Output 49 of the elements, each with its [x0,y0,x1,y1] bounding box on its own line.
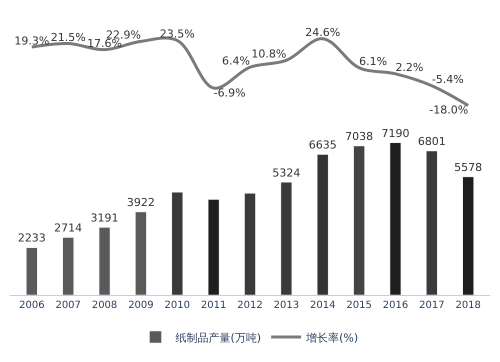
data-label: 6635 [308,138,337,152]
legend-label: 纸制品产量(万吨) [176,331,262,344]
bar [208,199,220,295]
bar [135,212,147,295]
x-tick-label: 2007 [55,300,81,311]
data-label: 2.2% [395,61,424,74]
bar [462,176,474,295]
x-tick-label: 2011 [200,300,226,311]
data-label: 23.5% [160,28,195,41]
x-tick-label: 2015 [346,300,372,311]
data-label: -18.0% [429,104,468,117]
data-label: -6.9% [214,86,246,100]
bar [244,193,256,295]
data-label: 6801 [418,135,446,148]
bar [317,154,328,295]
x-tick-label: 2009 [128,300,154,311]
bar [172,192,183,295]
data-label: 7190 [381,126,410,140]
x-tick-label: 2012 [237,300,263,311]
data-label: -5.4% [432,72,464,86]
data-label: 2233 [18,232,46,245]
data-label: 21.5% [50,30,86,44]
bar [390,142,402,295]
data-label: 5578 [454,160,482,174]
data-label: 24.6% [305,26,340,39]
x-tick-label: 2018 [455,300,481,311]
bar [353,146,365,295]
x-tick-label: 2014 [310,300,336,311]
data-label: 7038 [345,130,374,143]
bar [62,237,74,295]
bar [98,227,110,295]
x-tick-label: 2013 [274,300,300,311]
data-label: 2714 [54,222,82,235]
data-label: 3922 [126,196,155,209]
x-tick-label: 2008 [92,300,118,311]
data-label: 5324 [272,166,300,180]
x-tick-label: 2017 [419,300,445,311]
data-label: 3191 [90,211,119,224]
data-label: 6.4% [222,54,250,68]
data-label: 19.3% [14,34,50,48]
x-tick-label: 2010 [164,300,190,311]
legend-label: 增长率(%) [305,331,358,344]
x-tick-label: 2016 [382,300,408,311]
bar [280,182,292,295]
bar [26,247,38,295]
x-tick-label: 2006 [19,300,45,311]
data-label: 6.1% [359,54,388,68]
bar [426,150,438,295]
data-label: 10.8% [251,48,286,61]
